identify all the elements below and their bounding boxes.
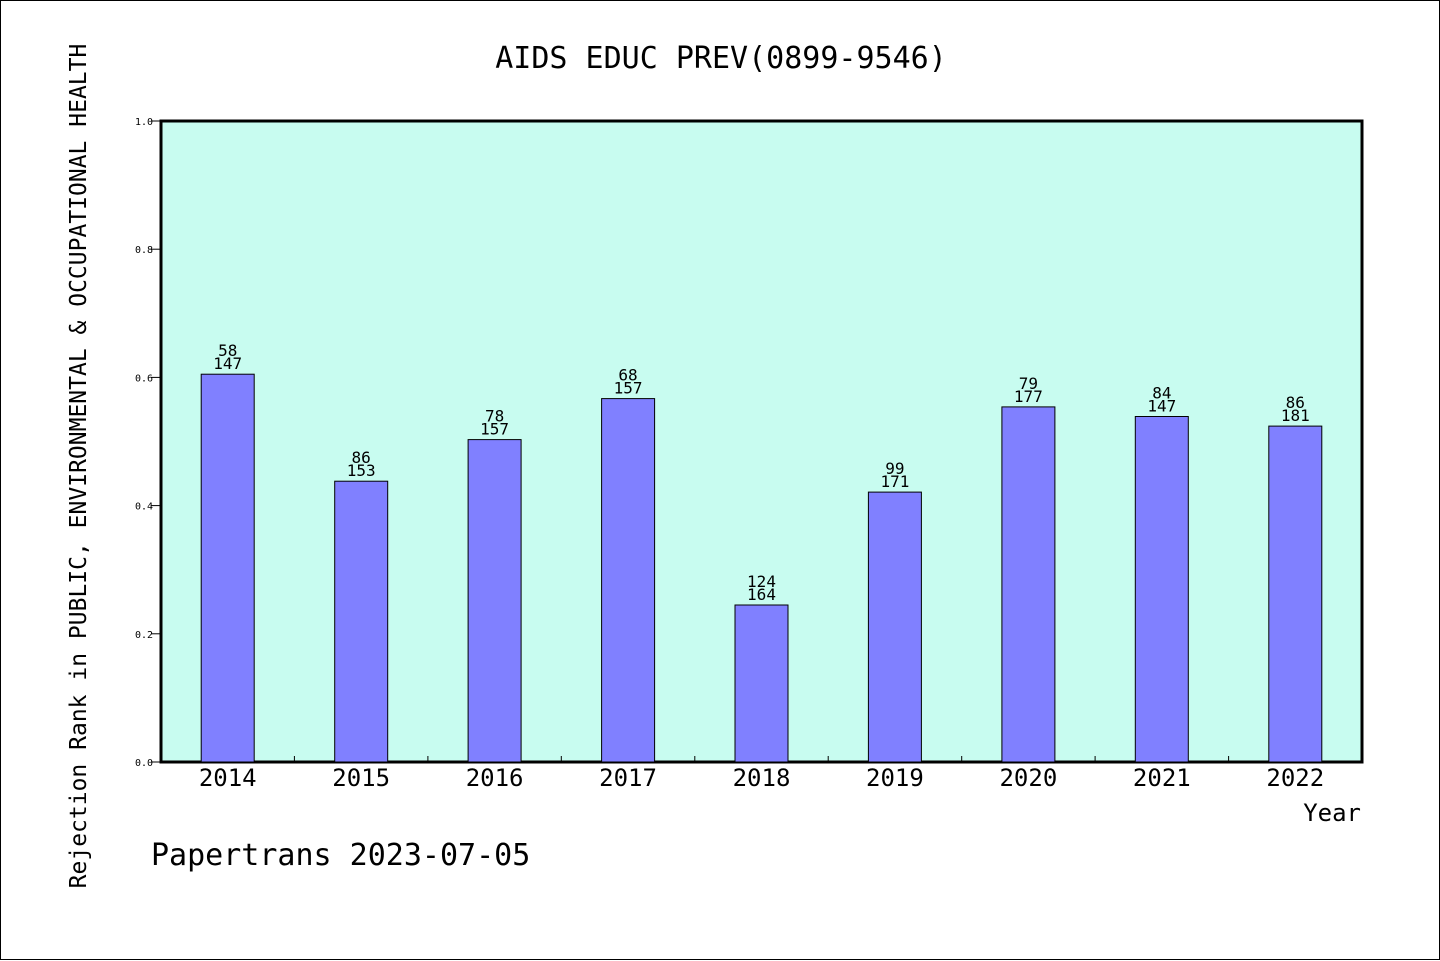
bar-2016 [467, 439, 522, 763]
y-axis-label: Rejection Rank in PUBLIC, ENVIRONMENTAL … [66, 44, 92, 889]
bar-2022 [1268, 425, 1323, 763]
bar-total-label: 181 [1281, 406, 1310, 425]
bar-2018 [734, 604, 789, 763]
bar-2015 [334, 480, 389, 763]
bar-2019 [867, 491, 922, 763]
x-ticks-group: 2014 2015 2016 2017 2018 2019 2020 2021 2022 [199, 756, 1324, 792]
bar-rank-label: 86 [352, 448, 371, 467]
bar-total-label: 157 [480, 420, 509, 439]
bar-total-label: 157 [614, 379, 643, 398]
bar-total-label: 147 [1147, 397, 1176, 416]
bar-rank-label: 68 [618, 366, 637, 385]
x-tick-label: 2018 [733, 764, 791, 792]
y-tick-label: 1.0 [135, 117, 153, 128]
bar-rank-label: 124 [747, 572, 776, 591]
x-tick-label: 2022 [1266, 764, 1324, 792]
bar-2017 [601, 398, 656, 763]
bar-rank-label: 79 [1019, 374, 1038, 393]
x-tick-label: 2014 [199, 764, 257, 792]
bar-total-label: 177 [1014, 387, 1043, 406]
x-tick-label: 2019 [866, 764, 924, 792]
y-tick-label: 0.2 [135, 630, 153, 641]
y-ticks-group: 0.0 0.2 0.4 0.6 0.8 1.0 [135, 117, 161, 769]
x-tick-label: 2015 [332, 764, 390, 792]
x-axis-label: Year [1303, 799, 1361, 827]
y-tick-label: 0.0 [135, 758, 153, 769]
footer-credit: Papertrans 2023-07-05 [151, 838, 530, 873]
bar-2021 [1134, 416, 1189, 763]
bar-2014 [200, 373, 255, 763]
bar-rank-label: 86 [1286, 393, 1305, 412]
bar-2020 [1001, 406, 1056, 763]
bar-rank-label: 99 [885, 459, 904, 478]
y-tick-label: 0.8 [135, 245, 153, 256]
bar-total-label: 147 [213, 354, 242, 373]
bar-total-label: 153 [347, 461, 376, 480]
x-tick-label: 2021 [1133, 764, 1191, 792]
y-tick-label: 0.6 [135, 373, 153, 384]
bar-total-label: 171 [880, 472, 909, 491]
bar-rank-label: 58 [218, 341, 237, 360]
bar-total-label: 164 [747, 585, 776, 604]
x-tick-label: 2017 [599, 764, 657, 792]
bar-rank-label: 84 [1152, 384, 1171, 403]
bar-rank-label: 78 [485, 407, 504, 426]
x-tick-label: 2020 [999, 764, 1057, 792]
chart-title: AIDS EDUC PREV(0899-9546) [495, 41, 947, 76]
y-tick-label: 0.4 [135, 502, 153, 513]
x-tick-label: 2016 [466, 764, 524, 792]
